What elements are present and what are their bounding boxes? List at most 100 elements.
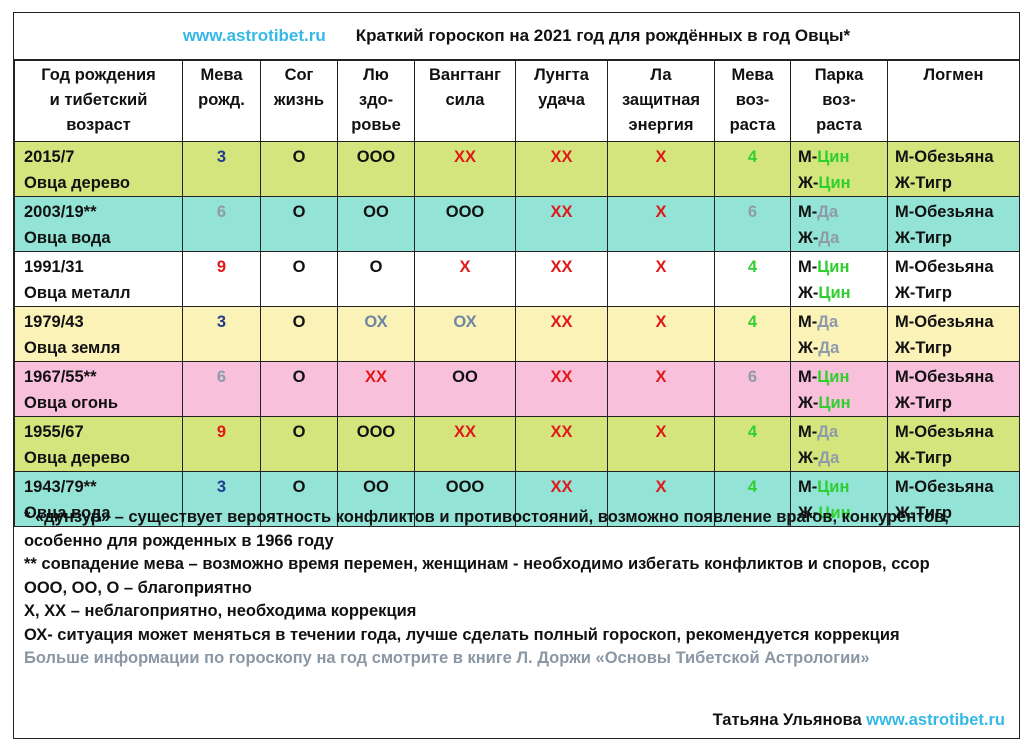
birth-year: 2015/7 [24,148,75,166]
notes: * «дунзур» – существует вероятность конф… [24,506,1014,671]
column-header-line: рожд. [198,91,245,109]
parka-cell: М-Да Ж-Да [790,196,888,252]
header-site-link[interactable]: www.astrotibet.ru [182,26,326,45]
parka-female-value: Цин [818,504,851,522]
birth-mewa-cell: 9 [182,416,261,472]
column-header-line: Мева [731,66,774,84]
lu-cell: О [337,251,415,307]
table-row: 1943/79** Овца вода 3 О ОО ООО ХХ Х 4 М-Цин Ж-Цин М… [14,471,1020,527]
logmen-male: М-Обезьяна [895,203,994,221]
animal-element: Овца металл [24,284,131,302]
birth-mewa-cell: 3 [182,471,261,527]
wangtang-value: ХХ [453,423,476,441]
wangtang-cell: ОО [414,361,516,417]
logmen-male: М-Обезьяна [895,258,994,276]
age-mewa-value: 4 [747,478,758,496]
table-row: 1955/67 Овца дерево 9 О ООО ХХ ХХ Х 4 М-Да Ж-Да М-О… [14,416,1020,472]
logmen-male: М-Обезьяна [895,313,994,331]
column-header-line: Парка [814,66,864,84]
parka-female-value: Цин [818,284,851,302]
note-more-info: Больше информации по гороскопу на год см… [24,649,870,667]
wangtang-cell: ХХ [414,141,516,197]
parka-cell: М-Цин Ж-Цин [790,141,888,197]
age-mewa-value: 6 [747,368,758,386]
lungta-cell: ХХ [515,251,608,307]
column-header-line: энергия [628,116,694,134]
wangtang-cell: ООО [414,471,516,527]
logmen-female: Ж-Тигр [895,284,952,302]
birth-year-cell: 1991/31 Овца металл [14,251,183,307]
logmen-female: Ж-Тигр [895,449,952,467]
note-good: ООО, ОО, О – благоприятно [24,578,252,597]
parka-female-value: Да [818,449,840,467]
lu-cell: ООО [337,416,415,472]
table-row: 2003/19** Овца вода 6 О ОО ООО ХХ Х 6 М-Да Ж-Да М-О… [14,196,1020,252]
age-mewa-cell: 4 [714,251,791,307]
column-header-line: раста [729,116,776,134]
la-value: Х [655,148,667,166]
parka-female-prefix: Ж- [798,394,819,412]
lungta-cell: ХХ [515,416,608,472]
logmen-male: М-Обезьяна [895,478,994,496]
age-mewa-cell: 4 [714,141,791,197]
column-header: Мева рожд. [182,60,261,142]
la-cell: Х [607,471,715,527]
sog-value: О [292,148,306,166]
lu-value: ОХ [364,313,388,331]
sog-value: О [292,203,306,221]
column-header-line: удача [538,91,585,109]
column-header-line: Мева [200,66,243,84]
column-header-line: Сог [284,66,314,84]
parka-male-prefix: М- [798,368,818,386]
animal-element: Овца земля [24,339,121,357]
sog-value: О [292,478,306,496]
parka-female-prefix: Ж- [798,229,819,247]
table-row: 2015/7 Овца дерево 3 О ООО ХХ ХХ Х 4 М-Цин Ж-Цин М-… [14,141,1020,197]
parka-cell: М-Цин Ж-Цин [790,361,888,417]
parka-male-prefix: М- [798,258,818,276]
birth-mewa-cell: 6 [182,196,261,252]
lu-cell: ОХ [337,306,415,362]
logmen-female: Ж-Тигр [895,229,952,247]
sog-cell: О [260,416,338,472]
sog-cell: О [260,306,338,362]
la-value: Х [655,478,667,496]
la-cell: Х [607,306,715,362]
birth-mewa-cell: 3 [182,306,261,362]
la-value: Х [655,203,667,221]
lungta-value: ХХ [550,368,573,386]
la-cell: Х [607,251,715,307]
footer-site-link[interactable]: www.astrotibet.ru [866,711,1005,729]
wangtang-cell: ОХ [414,306,516,362]
logmen-cell: М-Обезьяна Ж-Тигр [887,361,1020,417]
logmen-female: Ж-Тигр [895,339,952,357]
lu-value: О [369,258,383,276]
wangtang-value: ООО [445,478,485,496]
parka-female-value: Цин [818,174,851,192]
lu-value: ХХ [364,368,387,386]
parka-female: Ж-Цин [798,390,887,416]
parka-male-value: Да [817,203,839,221]
birth-year-cell: 1955/67 Овца дерево [14,416,183,472]
horoscope-sheet: www.astrotibet.ru Краткий гороскоп на 20… [13,12,1020,739]
column-header: Лунгта удача [515,60,608,142]
age-mewa-value: 4 [747,148,758,166]
note-mewa-match: ** совпадение мева – возможно время пере… [24,555,930,573]
sog-cell: О [260,141,338,197]
parka-male-value: Да [817,313,839,331]
lungta-value: ХХ [550,203,573,221]
parka-female-value: Да [818,229,840,247]
parka-female: Ж-Да [798,225,887,251]
lungta-cell: ХХ [515,361,608,417]
parka-male-prefix: М- [798,148,818,166]
la-value: Х [655,258,667,276]
lu-cell: ОО [337,196,415,252]
parka-female: Ж-Да [798,445,887,471]
table-header-row: Год рождения и тибетский возраст Мева рожд. С… [14,60,1020,142]
age-mewa-value: 4 [747,258,758,276]
animal-element: Овца дерево [24,449,130,467]
lu-value: ООО [356,148,396,166]
horoscope-table: Год рождения и тибетский возраст Мева рожд. С… [14,60,1020,527]
birth-mewa-cell: 6 [182,361,261,417]
page-title: Краткий гороскоп на 2021 год для рождённ… [355,26,851,45]
